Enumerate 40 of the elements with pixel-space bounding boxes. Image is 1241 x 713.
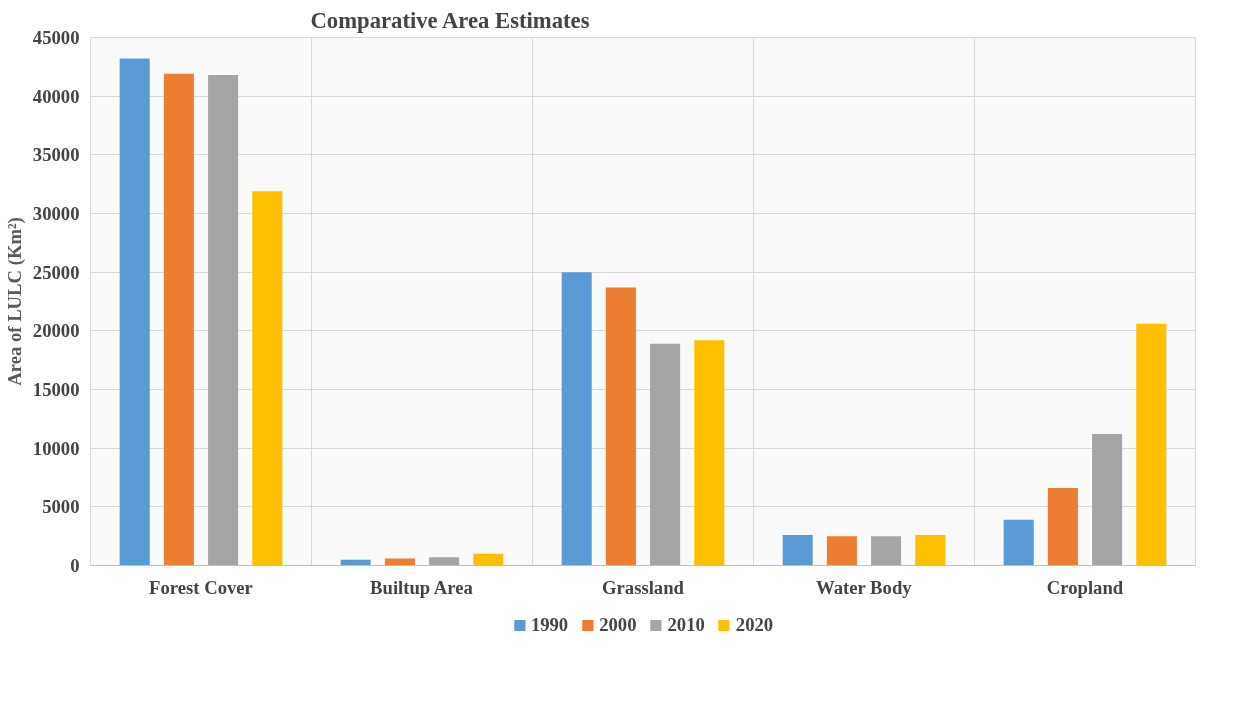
y-tick-label: 20000 xyxy=(32,320,80,342)
bar xyxy=(1003,519,1034,566)
y-tick-label: 25000 xyxy=(32,261,80,283)
x-tick-label: Grassland xyxy=(602,576,685,598)
bar xyxy=(826,536,857,566)
bar xyxy=(650,343,681,566)
bar xyxy=(605,287,636,566)
y-tick-label: 15000 xyxy=(32,379,80,400)
bar xyxy=(1092,434,1123,566)
x-tick-label: Water Body xyxy=(816,576,913,598)
x-tick-label: Cropland xyxy=(1046,576,1124,598)
bar xyxy=(915,534,946,566)
bar xyxy=(694,340,725,566)
legend-label: 1990 xyxy=(530,614,569,636)
bar xyxy=(429,557,460,566)
y-tick-label: 40000 xyxy=(32,85,80,107)
bar xyxy=(1136,323,1167,566)
bar xyxy=(561,272,592,566)
bar xyxy=(871,536,902,566)
x-tick-label: Builtup Area xyxy=(370,576,474,598)
bar xyxy=(1047,488,1078,566)
chart-title: Comparative Area Estimates xyxy=(310,7,590,33)
y-axis-title: Area of LULC (Km²) xyxy=(3,217,26,386)
bar xyxy=(163,73,194,566)
legend-label: 2020 xyxy=(735,614,774,636)
bar xyxy=(252,191,283,566)
y-tick-label: 45000 xyxy=(32,27,80,48)
y-tick-label: 35000 xyxy=(32,144,80,166)
bar xyxy=(782,534,813,566)
bar xyxy=(384,558,415,566)
y-tick-label: 0 xyxy=(70,555,80,576)
legend-label: 2010 xyxy=(667,614,705,636)
bar xyxy=(208,75,239,566)
y-tick-label: 10000 xyxy=(32,437,80,459)
y-tick-label: 5000 xyxy=(42,496,80,518)
legend-label: 2000 xyxy=(599,614,637,636)
x-tick-label: Forest Cover xyxy=(149,576,253,598)
bar xyxy=(119,58,150,566)
y-tick-label: 30000 xyxy=(32,203,80,224)
bar xyxy=(473,553,504,566)
